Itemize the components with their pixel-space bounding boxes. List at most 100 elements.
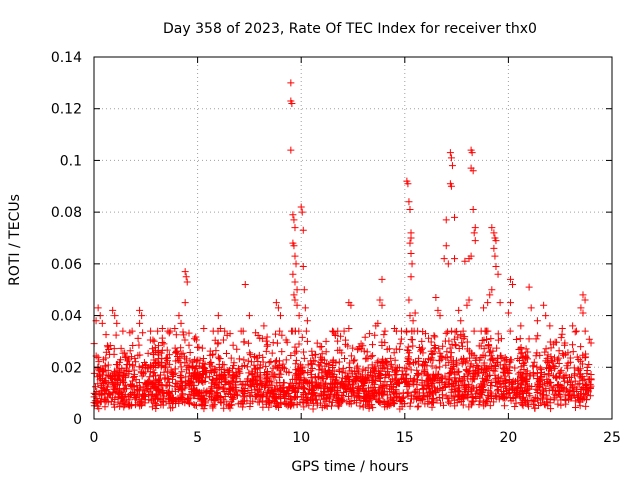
data-point (110, 371, 118, 379)
data-point (167, 369, 175, 377)
data-point (559, 350, 567, 358)
data-point (406, 239, 414, 247)
data-point (129, 341, 137, 349)
data-point (236, 369, 244, 377)
data-point (271, 358, 279, 366)
data-point (446, 344, 454, 352)
data-point (339, 364, 347, 372)
data-point (253, 364, 261, 372)
data-point (448, 383, 456, 391)
data-point (487, 335, 495, 343)
data-point (297, 203, 305, 211)
data-point (411, 387, 419, 395)
data-point (171, 383, 179, 391)
data-point (436, 363, 444, 371)
data-point (106, 350, 114, 358)
data-point (171, 365, 179, 373)
data-point (158, 334, 166, 342)
data-point (501, 354, 509, 362)
data-point (580, 390, 588, 398)
data-point (450, 392, 458, 400)
data-point (579, 309, 587, 317)
data-point (349, 381, 357, 389)
data-point (286, 379, 294, 387)
data-point (148, 380, 156, 388)
data-point (186, 357, 194, 365)
data-point (155, 376, 163, 384)
data-point (354, 362, 362, 370)
data-point (527, 304, 535, 312)
data-point (286, 396, 294, 404)
data-point (430, 332, 438, 340)
data-point (299, 262, 307, 270)
data-point (488, 390, 496, 398)
data-point (576, 380, 584, 388)
data-point (540, 391, 548, 399)
data-point (424, 381, 432, 389)
data-point (222, 378, 230, 386)
data-point (379, 382, 387, 390)
data-point (258, 335, 266, 343)
data-point (211, 336, 219, 344)
data-point (299, 391, 307, 399)
data-point (376, 398, 384, 406)
data-point (296, 380, 304, 388)
data-point (347, 301, 355, 309)
data-point (221, 327, 229, 335)
data-point (471, 224, 479, 232)
data-point (303, 317, 311, 325)
y-tick-label: 0.1 (60, 153, 82, 169)
data-point (540, 400, 548, 408)
data-point (202, 374, 210, 382)
data-point (220, 384, 228, 392)
data-point (362, 355, 370, 363)
data-point (443, 354, 451, 362)
x-tick-label: 0 (90, 430, 99, 446)
data-point (523, 375, 531, 383)
data-point (585, 388, 593, 396)
data-point (423, 362, 431, 370)
data-point (308, 379, 316, 387)
data-point (399, 389, 407, 397)
data-point (465, 367, 473, 375)
data-point (300, 348, 308, 356)
data-point (276, 312, 284, 320)
data-point (405, 360, 413, 368)
data-point (523, 398, 531, 406)
data-point (465, 403, 473, 411)
data-point (390, 325, 398, 332)
data-point (141, 387, 149, 395)
data-point (213, 384, 221, 392)
data-point (522, 389, 530, 397)
data-point (533, 317, 541, 325)
data-point (211, 391, 219, 399)
data-point (304, 369, 312, 377)
data-point (581, 296, 589, 304)
data-point (181, 268, 189, 276)
data-point (290, 394, 298, 402)
data-point (94, 304, 102, 312)
data-point (130, 366, 138, 374)
data-point (308, 347, 316, 355)
data-point (354, 393, 362, 401)
data-point (432, 293, 440, 301)
data-point (560, 377, 568, 385)
data-point (506, 275, 514, 283)
data-point (191, 364, 199, 372)
data-point (489, 366, 497, 374)
data-point (294, 370, 302, 378)
data-point (168, 387, 176, 395)
data-point (138, 312, 146, 320)
data-point (386, 378, 394, 386)
data-point (136, 306, 144, 314)
data-point (469, 370, 477, 378)
data-point (395, 390, 403, 398)
data-point (447, 154, 455, 162)
data-point (285, 392, 293, 400)
data-point (552, 374, 560, 382)
data-point (335, 401, 343, 409)
data-point (380, 387, 388, 395)
data-point (107, 398, 115, 406)
y-tick-label: 0.12 (51, 102, 82, 118)
data-point (110, 345, 118, 353)
